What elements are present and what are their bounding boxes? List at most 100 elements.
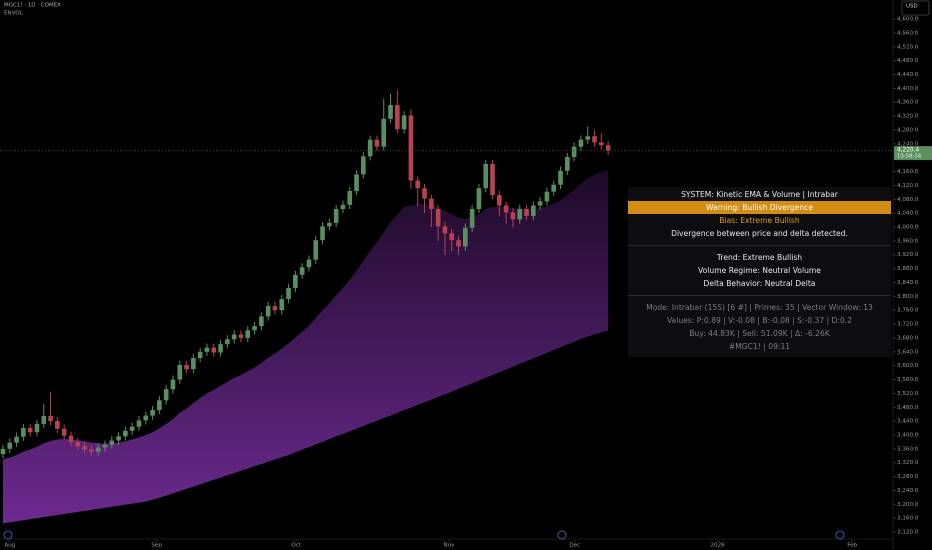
candle-body: [463, 227, 468, 247]
candle-body: [245, 330, 251, 338]
candle-body: [286, 288, 291, 300]
candle-body: [150, 410, 155, 416]
y-tick-label: 3,280.0: [897, 474, 919, 480]
y-tick-label: 4,480.0: [897, 58, 919, 64]
candle-body: [123, 430, 128, 437]
panel-separator: [628, 245, 891, 246]
event-icon[interactable]: [557, 530, 567, 540]
last-price-label: 4,220.4: [897, 148, 919, 154]
y-tick-label: 3,640.0: [897, 349, 919, 355]
y-tick-label: 4,600.0: [897, 17, 919, 23]
y-tick-label: 3,800.0: [897, 294, 919, 300]
y-tick-label: 4,040.0: [897, 211, 919, 217]
candle-body: [75, 441, 81, 447]
y-tick-label: 3,120.0: [897, 530, 919, 536]
candle-body: [95, 447, 101, 452]
y-tick-label: 3,320.0: [897, 460, 919, 466]
candle-body: [381, 118, 387, 147]
candle-body: [524, 208, 529, 216]
x-tick-label: Feb: [847, 543, 857, 549]
candle-layer: [0, 90, 611, 459]
y-tick-label: 4,000.0: [897, 225, 919, 231]
candle-body: [48, 415, 53, 422]
candle-body: [327, 222, 332, 227]
y-tick-label: 4,400.0: [897, 86, 919, 92]
y-tick-label: 4,440.0: [897, 72, 919, 78]
y-tick-label: 4,320.0: [897, 114, 919, 120]
x-tick-label: Dec: [569, 543, 580, 549]
y-tick-label: 3,240.0: [897, 488, 919, 494]
panel-mode: Mode: Intrabar (15S) [6 #] | Primes: 35 …: [646, 303, 873, 312]
x-tick-label: Nov: [444, 543, 456, 549]
panel-divergence: Divergence between price and delta detec…: [671, 229, 848, 238]
candle-body: [503, 205, 509, 213]
candle-body: [177, 364, 183, 380]
candle-body: [170, 379, 176, 390]
y-tick-label: 3,440.0: [897, 419, 919, 425]
countdown-label: 13:58:34: [897, 154, 922, 160]
candle-body: [238, 334, 244, 338]
candle-body: [143, 415, 149, 421]
candle-body: [89, 449, 94, 452]
candle-body: [21, 428, 26, 437]
y-tick-label: 3,760.0: [897, 308, 919, 314]
y-tick-label: 4,080.0: [897, 197, 919, 203]
y-tick-label: 3,480.0: [897, 405, 919, 411]
panel-separator: [628, 295, 891, 296]
panel-system: SYSTEM: Kinetic EMA & Volume | Intrabar: [681, 190, 838, 199]
y-tick-label: 4,280.0: [897, 127, 919, 133]
candle-body: [415, 180, 421, 189]
event-icon[interactable]: [835, 530, 845, 540]
candle-body: [116, 436, 121, 441]
candle-body: [388, 105, 393, 119]
candle-body: [191, 358, 196, 370]
candle-body: [517, 208, 523, 220]
y-tick-label: 4,360.0: [897, 100, 919, 106]
candle-body: [578, 139, 584, 147]
x-tick-label: Sep: [151, 543, 162, 549]
currency-box[interactable]: [901, 0, 930, 16]
candle-body: [544, 191, 550, 202]
candle-body: [483, 163, 489, 189]
candle-body: [41, 415, 47, 424]
panel-footer: #MGC1! | 09:11: [728, 342, 791, 351]
y-tick-label: 3,960.0: [897, 238, 919, 244]
y-tick-label: 3,680.0: [897, 335, 919, 341]
candle-body: [537, 201, 543, 206]
candle-body: [422, 188, 427, 199]
candle-body: [571, 146, 577, 158]
y-tick-label: 3,560.0: [897, 377, 919, 383]
event-icon[interactable]: [3, 530, 13, 540]
panel-values: Values: P:0.89 | V:-0.08 | B:-0.08 | S:-…: [666, 316, 853, 325]
candle-body: [442, 226, 448, 234]
currency: USD: [906, 4, 918, 10]
y-tick-label: 3,720.0: [897, 322, 919, 328]
candle-body: [163, 389, 169, 401]
panel-delta-behavior: Delta Behavior: Neutral Delta: [703, 279, 816, 288]
candle-body: [374, 139, 380, 147]
y-tick-label: 4,120.0: [897, 183, 919, 189]
panel-bias: Bias: Extreme Bullish: [719, 216, 800, 225]
candle-body: [469, 208, 475, 228]
candle-body: [293, 274, 298, 289]
candle-body: [136, 420, 142, 427]
candle-body: [565, 157, 570, 171]
candle-body: [510, 212, 516, 220]
candle-body: [313, 240, 319, 260]
x-tick-label: Aug: [4, 543, 15, 549]
panel-flow: Buy: 44.83K | Sell: 51.09K | Δ: -6.26K: [689, 329, 830, 338]
candle-body: [55, 421, 60, 429]
candle-body: [558, 170, 563, 185]
y-tick-label: 4,560.0: [897, 30, 919, 36]
candle-body: [82, 446, 87, 450]
candle-body: [197, 351, 203, 359]
candle-body: [551, 184, 557, 192]
y-tick-label: 3,400.0: [897, 432, 919, 438]
candle-body: [367, 139, 373, 157]
candle-body: [490, 163, 495, 196]
y-tick-label: 4,520.0: [897, 44, 919, 50]
candle-body: [449, 233, 455, 241]
panel-volume-regime: Volume Regime: Neutral Volume: [698, 266, 821, 275]
candle-body: [61, 428, 67, 436]
candle-body: [218, 344, 223, 353]
